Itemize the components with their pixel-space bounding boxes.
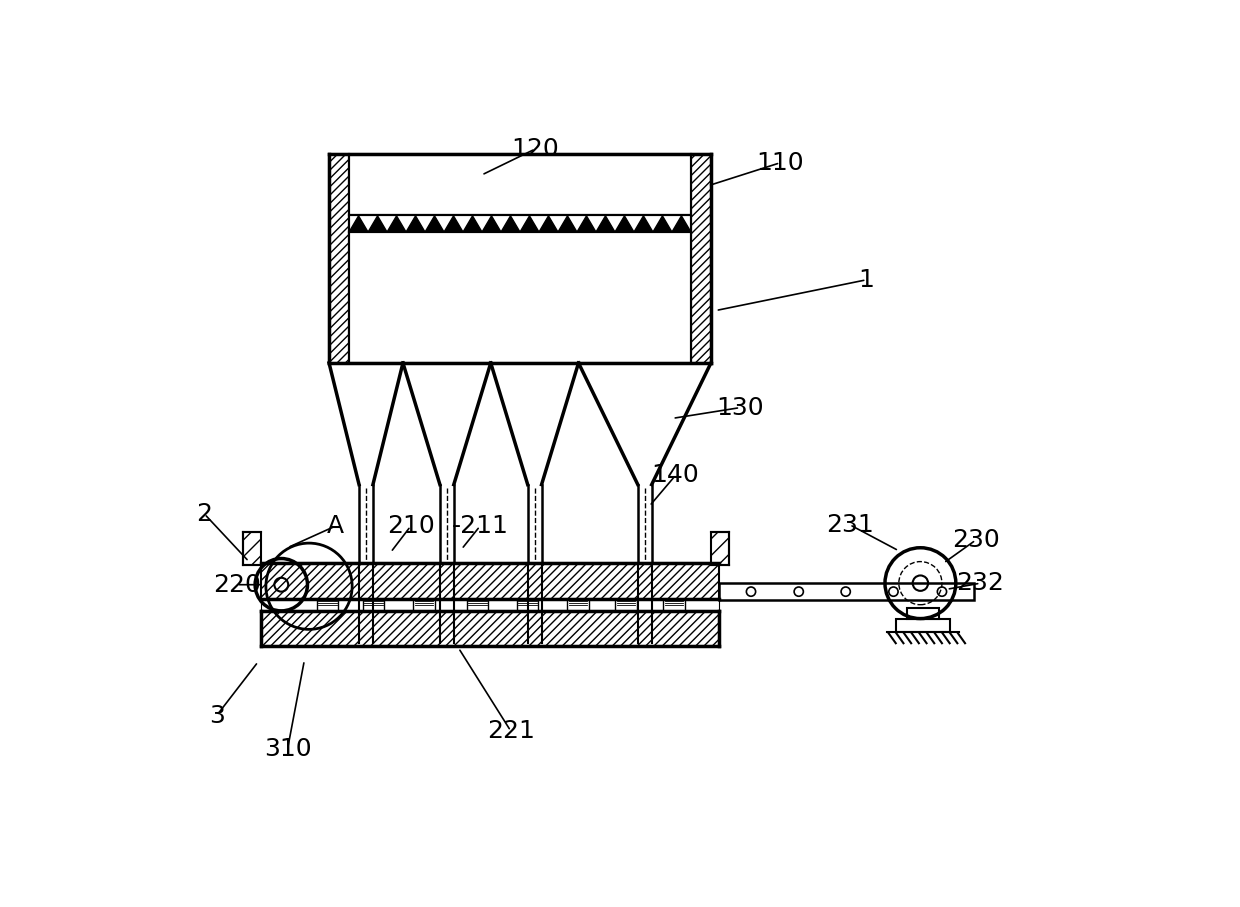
Bar [363,599,384,611]
Text: 130: 130 [717,395,764,420]
Text: 140: 140 [652,463,699,487]
Bar [262,611,719,647]
Polygon shape [596,216,615,232]
Bar [467,599,489,611]
Text: 221: 221 [487,719,534,743]
Text: 210: 210 [387,514,434,538]
Bar [711,532,729,565]
Bar [316,599,339,611]
Polygon shape [558,216,577,232]
Polygon shape [350,216,368,232]
Bar [350,153,691,215]
Text: 310: 310 [264,737,311,762]
Polygon shape [501,216,520,232]
Bar [329,153,350,363]
Text: -211: -211 [451,514,508,538]
Bar [906,608,939,619]
Polygon shape [444,216,463,232]
Polygon shape [672,216,691,232]
Bar [895,619,950,632]
Text: 231: 231 [826,512,873,537]
Bar [350,215,691,232]
Text: 220: 220 [213,572,260,597]
Polygon shape [577,216,596,232]
Text: 3: 3 [208,704,224,727]
Polygon shape [368,216,387,232]
Polygon shape [482,216,501,232]
Bar [413,599,434,611]
Polygon shape [425,216,444,232]
Text: 232: 232 [956,571,1004,595]
Polygon shape [520,216,539,232]
Polygon shape [539,216,558,232]
Text: 1: 1 [858,268,874,292]
Bar [262,599,719,611]
Text: 120: 120 [512,137,559,161]
Polygon shape [653,216,672,232]
Bar [719,583,975,600]
Polygon shape [463,216,482,232]
Polygon shape [615,216,634,232]
Bar [243,532,262,565]
Bar [567,599,589,611]
Text: 230: 230 [952,528,999,552]
Polygon shape [405,216,425,232]
Bar [262,563,719,599]
Text: A: A [326,514,343,538]
Bar [615,599,637,611]
Text: 2: 2 [196,502,212,526]
Bar [691,153,711,363]
Bar [350,232,691,363]
Text: 110: 110 [756,151,804,175]
Bar [663,599,684,611]
Polygon shape [387,216,405,232]
Bar [517,599,538,611]
Polygon shape [634,216,653,232]
